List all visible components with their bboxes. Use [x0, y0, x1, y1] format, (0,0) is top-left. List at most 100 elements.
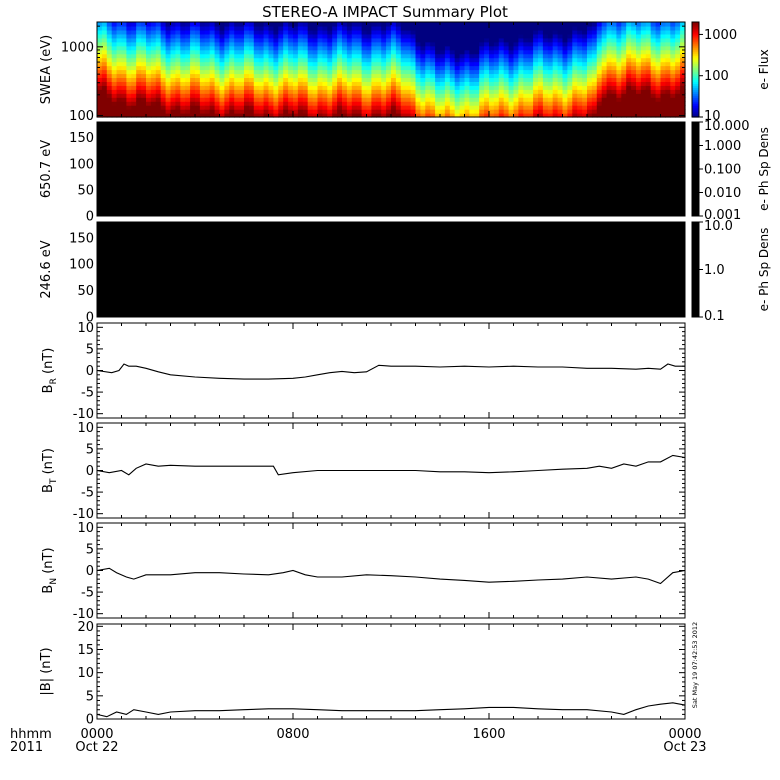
spectrogram-cell	[523, 37, 529, 43]
spectrogram-cell	[150, 81, 157, 86]
spectrogram-cell	[312, 37, 319, 43]
spectrogram-cell	[322, 25, 328, 31]
spectrogram-cell	[253, 113, 260, 118]
spectrogram-cell	[366, 97, 372, 102]
colorbar-step	[692, 79, 699, 82]
spectrogram-cell	[175, 65, 181, 71]
spectrogram-cell	[175, 73, 181, 79]
spectrogram-cell	[101, 97, 108, 102]
spectrogram-cell	[395, 65, 402, 71]
y-axis-label-unit: (nT)	[41, 547, 56, 577]
spectrogram-cell	[97, 89, 103, 94]
spectrogram-cell	[601, 97, 608, 102]
spectrogram-cell	[567, 109, 573, 114]
spectrogram-cell	[126, 113, 132, 118]
spectrogram-cell	[258, 101, 265, 106]
spectrogram-cell	[101, 89, 108, 94]
spectrogram-cell	[572, 61, 578, 67]
spectrogram-cell	[440, 45, 446, 51]
spectrogram-cell	[464, 69, 470, 75]
spectrogram-cell	[489, 41, 495, 47]
spectrogram-cell	[106, 113, 113, 118]
spectrogram-cell	[146, 77, 152, 82]
spectrogram-cell	[503, 101, 510, 106]
spectrogram-cell	[440, 49, 446, 55]
spectrogram-cell	[381, 101, 387, 106]
spectrogram-cell	[386, 77, 392, 82]
spectrogram-cell	[356, 61, 363, 67]
spectrogram-cell	[337, 77, 343, 82]
spectrogram-cell	[484, 69, 490, 75]
spectrogram-cell	[376, 53, 382, 59]
spectrogram-cell	[199, 69, 206, 75]
spectrogram-cell	[307, 25, 314, 31]
spectrogram-cell	[660, 105, 666, 110]
spectrogram-cell	[155, 45, 162, 51]
spectrogram-cell	[557, 22, 564, 27]
spectrogram-cell	[479, 33, 485, 39]
spectrogram-cell	[141, 25, 147, 31]
spectrogram-cell	[420, 89, 426, 94]
spectrogram-cell	[572, 45, 578, 51]
spectrogram-cell	[283, 49, 289, 55]
spectrogram-cell	[302, 97, 309, 102]
spectrogram-cell	[469, 69, 475, 75]
y-tick-label: 5	[86, 342, 94, 357]
spectrogram-cell	[547, 113, 554, 118]
spectrogram-cell	[131, 73, 137, 79]
spectrogram-cell	[533, 77, 539, 82]
empty-spectrogram	[97, 122, 685, 216]
spectrogram-cell	[567, 53, 573, 59]
spectrogram-cell	[283, 29, 289, 35]
spectrogram-cell	[631, 29, 637, 35]
spectrogram-cell	[239, 25, 245, 31]
spectrogram-cell	[121, 53, 127, 59]
spectrogram-cell	[278, 37, 284, 43]
spectrogram-cell	[420, 109, 426, 114]
spectrogram-cells	[97, 22, 686, 118]
spectrogram-cell	[150, 73, 157, 79]
spectrogram-cell	[508, 45, 515, 51]
spectrogram-cell	[523, 65, 529, 71]
spectrogram-cell	[538, 29, 544, 35]
spectrogram-cell	[165, 37, 172, 43]
spectrogram-cell	[214, 73, 221, 79]
spectrogram-cell	[479, 81, 485, 86]
spectrogram-cell	[239, 69, 245, 75]
spectrogram-cell	[312, 29, 319, 35]
spectrogram-cell	[587, 109, 593, 114]
spectrogram-cell	[337, 57, 343, 63]
spectrogram-cell	[195, 25, 201, 31]
spectrogram-cell	[346, 89, 353, 94]
spectrogram-cell	[420, 97, 426, 102]
spectrogram-cell	[146, 85, 152, 90]
spectrogram-cell	[405, 77, 412, 82]
spectrogram-cell	[513, 29, 519, 35]
spectrogram-cell	[302, 73, 309, 79]
spectrogram-cell	[190, 105, 196, 110]
spectrogram-cell	[209, 113, 216, 118]
spectrogram-cell	[229, 113, 235, 118]
spectrogram-cell	[420, 29, 426, 35]
spectrogram-cell	[400, 81, 407, 86]
spectrogram-cell	[655, 81, 662, 86]
spectrogram-cell	[381, 77, 387, 82]
spectrogram-cell	[621, 65, 627, 71]
spectrogram-cell	[248, 65, 255, 71]
spectrogram-cell	[327, 109, 333, 114]
spectrogram-cell	[503, 113, 510, 118]
spectrogram-cell	[547, 29, 554, 35]
spectrogram-cell	[248, 33, 255, 39]
spectrogram-cell	[606, 73, 613, 79]
spectrogram-cell	[425, 53, 431, 59]
spectrogram-cell	[503, 49, 510, 55]
spectrogram-cell	[474, 109, 480, 114]
spectrogram-cell	[146, 25, 152, 31]
spectrogram-cell	[616, 41, 622, 47]
spectrogram-cell	[567, 85, 573, 90]
spectrogram-cell	[631, 101, 637, 106]
spectrogram-cell	[493, 113, 500, 118]
spectrogram-cell	[371, 33, 377, 39]
spectrogram-cell	[175, 45, 181, 51]
spectrogram-cell	[307, 109, 314, 114]
